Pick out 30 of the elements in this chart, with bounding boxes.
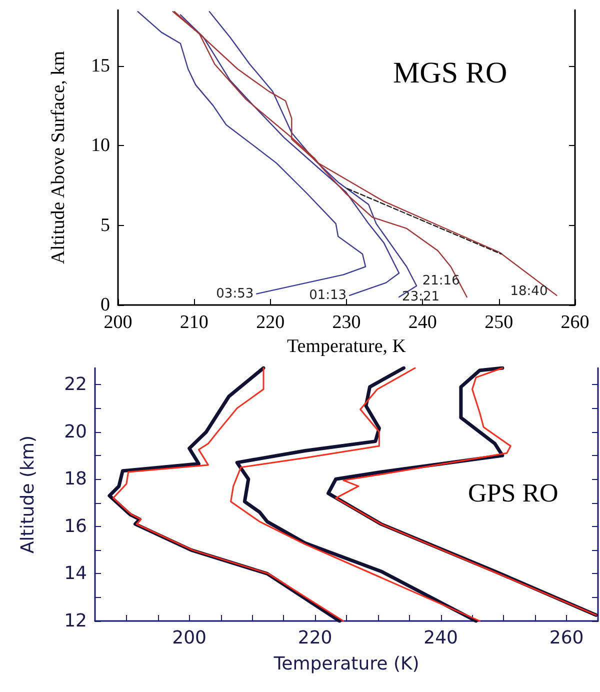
x-tick-label: 210 — [180, 312, 208, 333]
series-label: 23:21 — [402, 290, 440, 305]
x-tick-label: 240 — [424, 628, 458, 648]
x-tick-label: 260 — [560, 312, 590, 333]
series-label: 01:13 — [309, 288, 347, 303]
x-tick-label: 230 — [332, 312, 361, 333]
x-tick-label: 220 — [298, 628, 332, 648]
x-axis-title: Temperature, K — [287, 336, 406, 357]
y-tick-label: 15 — [91, 55, 110, 76]
x-tick-label: 250 — [484, 312, 514, 333]
x-tick-label: 260 — [549, 628, 584, 648]
y-tick-label: 10 — [91, 135, 110, 156]
annotation: GPS RO — [468, 478, 558, 508]
x-tick-label: 240 — [408, 312, 437, 333]
y-tick-label: 16 — [64, 516, 87, 537]
x-tick-label: 220 — [256, 312, 285, 333]
y-axis-title: Altitude (km) — [18, 435, 38, 554]
y-tick-label: 14 — [64, 563, 87, 584]
y-tick-label: 5 — [100, 214, 110, 236]
y-tick-label: 20 — [64, 421, 87, 442]
y-tick-label: 12 — [64, 610, 87, 632]
series-label: 21:16 — [422, 274, 460, 289]
y-tick-label: 22 — [64, 374, 87, 396]
x-tick-label: 200 — [172, 628, 206, 648]
series-label: 03:53 — [216, 286, 254, 302]
x-axis-title: Temperature (K) — [272, 654, 420, 674]
y-tick-label: 18 — [64, 468, 87, 490]
y-axis-title: Altitude Above Surface, km — [48, 50, 69, 264]
series-label: 18:40 — [510, 284, 548, 299]
annotation: MGS RO — [393, 56, 508, 90]
